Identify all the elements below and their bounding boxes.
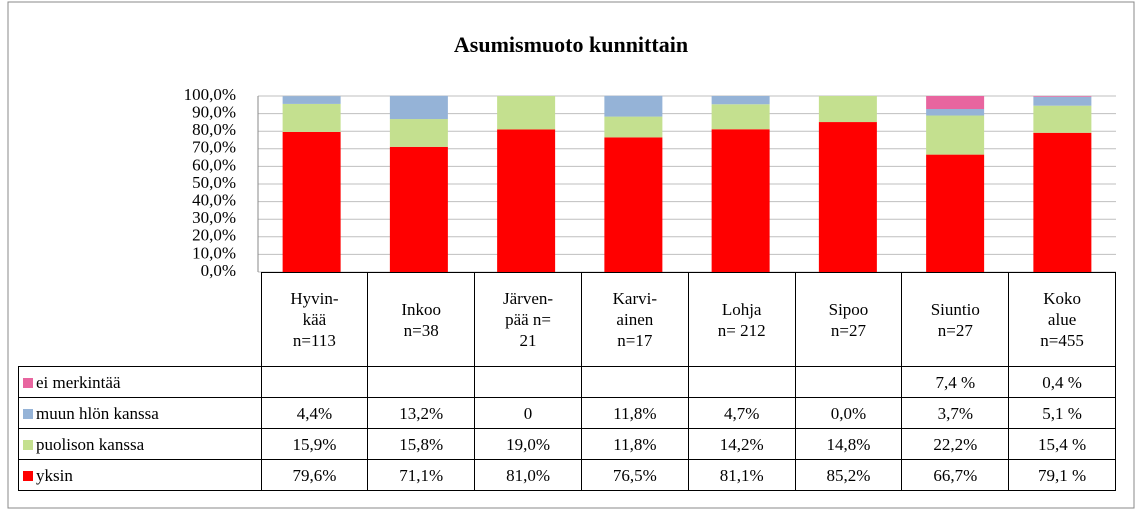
bar-segment bbox=[604, 95, 663, 117]
value-label: 71,1% bbox=[367, 459, 476, 491]
value-label: 13,2% bbox=[367, 397, 476, 429]
value-label: 19,0% bbox=[474, 428, 582, 460]
bar-segment bbox=[711, 129, 770, 272]
value-label: 0,4 % bbox=[1008, 366, 1116, 398]
value-label bbox=[260, 366, 369, 398]
value-label: 79,6% bbox=[260, 459, 369, 491]
value-label bbox=[580, 366, 689, 398]
category-label: Inkoo n=38 bbox=[367, 272, 476, 367]
value-label: 81,0% bbox=[474, 459, 582, 491]
y-tick-label: 40,0% bbox=[192, 191, 236, 210]
category-label: Lohja n= 212 bbox=[687, 272, 796, 367]
bar-segment bbox=[282, 131, 341, 272]
table-row: yksin 79,6% 71,1% 81,0% 76,5% 81,1% 85,2% 66,7%… bbox=[18, 459, 1116, 491]
y-tick-label: 100,0% bbox=[184, 85, 236, 104]
legend-cell: yksin bbox=[18, 459, 262, 491]
value-label: 14,8% bbox=[794, 428, 903, 460]
bar-segment bbox=[389, 95, 448, 120]
table-header-row: Hyvin- kää n=113 Inkoo n=38 Järven- pää n=… bbox=[18, 272, 1116, 367]
category-label: Siuntio n=27 bbox=[901, 272, 1010, 367]
legend-key bbox=[23, 470, 33, 481]
value-label: 0 bbox=[474, 397, 582, 429]
data-table: Hyvin- kää n=113 Inkoo n=38 Järven- pää n=… bbox=[18, 272, 1116, 491]
value-label bbox=[474, 366, 582, 398]
legend-key bbox=[23, 408, 33, 419]
frame bbox=[7, 1, 1135, 509]
bar-segment bbox=[604, 116, 663, 138]
legend-label: puolison kanssa bbox=[36, 434, 145, 454]
bar-segment bbox=[497, 129, 556, 272]
value-label: 11,8% bbox=[580, 428, 689, 460]
bar-segment bbox=[389, 119, 448, 147]
value-label: 3,7% bbox=[901, 397, 1010, 429]
value-label: 14,2% bbox=[687, 428, 796, 460]
value-label bbox=[367, 366, 476, 398]
legend-label: yksin bbox=[36, 465, 73, 485]
y-tick-label: 20,0% bbox=[192, 226, 236, 245]
category-label: Sipoo n=27 bbox=[794, 272, 903, 367]
value-label: 66,7% bbox=[901, 459, 1010, 491]
category-label: Karvi- ainen n=17 bbox=[580, 272, 689, 367]
legend-label: muun hlön kanssa bbox=[36, 403, 159, 423]
value-label: 4,7% bbox=[687, 397, 796, 429]
value-label: 85,2% bbox=[794, 459, 903, 491]
value-label: 76,5% bbox=[580, 459, 689, 491]
category-label: Järven- pää n= 21 bbox=[474, 272, 582, 367]
legend-cell: muun hlön kanssa bbox=[18, 397, 262, 429]
table-row: puolison kanssa 15,9% 15,8% 19,0% 11,8% 14,2%… bbox=[18, 428, 1116, 460]
bar-segment bbox=[282, 96, 341, 104]
bar-segment bbox=[926, 96, 985, 110]
bar-segment bbox=[711, 96, 770, 105]
value-label bbox=[687, 366, 796, 398]
value-label: 81,1% bbox=[687, 459, 796, 491]
bar-segment bbox=[926, 154, 985, 272]
value-label: 15,4 % bbox=[1008, 428, 1116, 460]
legend-label: ei merkintää bbox=[36, 372, 121, 392]
bar-segment bbox=[818, 96, 877, 123]
value-label: 7,4 % bbox=[901, 366, 1010, 398]
y-tick-label: 50,0% bbox=[192, 173, 236, 192]
blank-cell bbox=[18, 272, 262, 367]
legend-cell: ei merkintää bbox=[18, 366, 262, 398]
category-label: Koko alue n=455 bbox=[1008, 272, 1116, 367]
category-label: Hyvin- kää n=113 bbox=[260, 272, 369, 367]
y-tick-label: 10,0% bbox=[192, 243, 236, 262]
value-label bbox=[794, 366, 903, 398]
value-label: 11,8% bbox=[580, 397, 689, 429]
legend-key bbox=[23, 377, 33, 388]
bar-segment bbox=[926, 115, 985, 155]
legend-cell: puolison kanssa bbox=[18, 428, 262, 460]
y-tick-label: 60,0% bbox=[192, 155, 236, 174]
bar-segment bbox=[604, 137, 663, 272]
y-tick-label: 30,0% bbox=[192, 208, 236, 227]
bar-segment bbox=[1033, 96, 1092, 97]
value-label: 0,0% bbox=[794, 397, 903, 429]
bar-segment bbox=[818, 122, 877, 272]
bar-segment bbox=[926, 109, 985, 116]
y-tick-label: 90,0% bbox=[192, 103, 236, 122]
value-label: 79,1 % bbox=[1008, 459, 1116, 491]
bar-segment bbox=[1033, 96, 1092, 106]
chart-title: Asumismuoto kunnittain bbox=[453, 32, 689, 57]
y-tick-label: 70,0% bbox=[192, 138, 236, 157]
value-label: 15,9% bbox=[260, 428, 369, 460]
bar-segment bbox=[497, 96, 556, 130]
legend-key bbox=[23, 439, 33, 450]
bar-segment bbox=[282, 103, 341, 132]
bar-segment bbox=[1033, 132, 1092, 272]
y-tick-label: 80,0% bbox=[192, 120, 236, 139]
bar-segment bbox=[389, 146, 448, 272]
bar-segment bbox=[1033, 105, 1092, 133]
value-label: 22,2% bbox=[901, 428, 1010, 460]
table-row: muun hlön kanssa 4,4% 13,2% 0 11,8% 4,7% 0,0% 3… bbox=[18, 397, 1116, 429]
value-label: 5,1 % bbox=[1008, 397, 1116, 429]
value-label: 4,4% bbox=[260, 397, 369, 429]
table-row: ei merkintää 7,4 % 0,4 % bbox=[18, 366, 1116, 398]
value-label: 15,8% bbox=[367, 428, 476, 460]
bar-segment bbox=[711, 104, 770, 130]
